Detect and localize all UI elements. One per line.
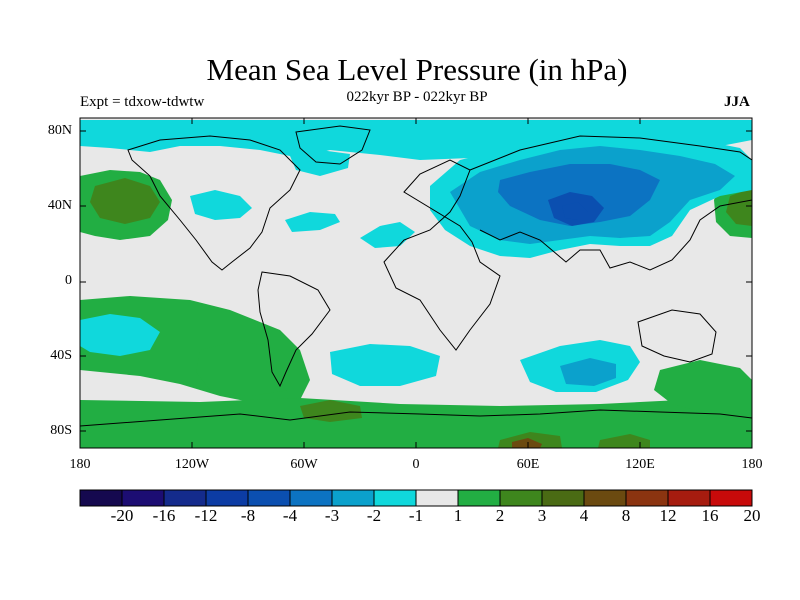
colorbar-swatch: [667, 489, 711, 507]
south-america-coast: [257, 271, 331, 388]
colorbar-swatch: [457, 489, 501, 507]
indian-ocean-negative-core: [560, 358, 616, 386]
colorbar-swatch: [499, 489, 543, 507]
north-atlantic-negative: [285, 212, 340, 232]
greenland-coast: [295, 125, 371, 165]
lon-label-120w: 120W: [174, 457, 210, 472]
east-pacific-core: [726, 188, 752, 226]
chart-title: Mean Sea Level Pressure (in hPa): [206, 52, 628, 87]
colorbar-swatch: [709, 489, 753, 507]
colorbar-label: 16: [701, 506, 719, 525]
colorbar-swatch: [205, 489, 249, 507]
colorbar-swatch: [79, 489, 123, 507]
colorbar-swatch: [163, 489, 207, 507]
colorbar-label: -20: [110, 506, 134, 525]
lat-label-40s: 40S: [50, 348, 72, 363]
lon-label-180e: 180: [741, 457, 763, 472]
colorbar-swatch: [583, 489, 627, 507]
lat-label-80n: 80N: [47, 123, 72, 138]
colorbar-label: 12: [659, 506, 677, 525]
chart-subtitle: 022kyr BP - 022kyr BP: [346, 89, 488, 105]
colorbar-label: -12: [194, 506, 218, 525]
colorbar-label: -8: [240, 506, 256, 525]
colorbar-swatch: [121, 489, 165, 507]
lat-label-80s: 80S: [50, 423, 72, 438]
pressure-field: [80, 118, 752, 448]
colorbar-label: 1: [453, 506, 463, 525]
south-pacific-negative: [80, 314, 160, 356]
lon-label-60e: 60E: [516, 457, 540, 472]
colorbar-label: 2: [495, 506, 505, 525]
colorbar-label: 20: [743, 506, 761, 525]
eurasia-negative-peak: [562, 202, 588, 220]
colorbar-swatch: [289, 489, 333, 507]
colorbar-swatch: [247, 489, 291, 507]
colorbar-swatch: [541, 489, 585, 507]
antarctica-coast: [80, 409, 752, 427]
colorbar-label: 4: [579, 506, 589, 525]
north-america-negative: [190, 190, 252, 220]
colorbar-swatch: [625, 489, 669, 507]
central-atlantic-negative: [360, 222, 415, 248]
colorbar-swatch: [415, 489, 459, 507]
colorbar-label: -2: [366, 506, 382, 525]
north-pacific-core: [90, 178, 160, 224]
lon-label-120e: 120E: [625, 457, 655, 472]
lat-label-0: 0: [65, 273, 72, 288]
axis-ticks: [80, 118, 752, 448]
colorbar-label: 3: [537, 506, 547, 525]
experiment-label: Expt = tdxow-tdwtw: [80, 94, 205, 110]
antarctic-core-3: [598, 434, 650, 448]
south-atlantic-negative: [330, 344, 440, 386]
arctic-negative-region: [80, 120, 752, 160]
colorbar-swatch: [373, 489, 417, 507]
colorbar-label: -4: [282, 506, 298, 525]
europe-africa-coast: [383, 159, 501, 351]
antarctic-core-4: [512, 438, 542, 448]
lon-label-0: 0: [412, 457, 420, 472]
coastlines: [80, 125, 752, 427]
south-america-positive: [196, 340, 300, 396]
greenland-negative: [290, 150, 350, 176]
lon-label-60w: 60W: [290, 457, 318, 472]
colorbar-label: -3: [324, 506, 340, 525]
asia-coast: [469, 135, 752, 271]
season-label: JJA: [724, 94, 750, 110]
lat-label-40n: 40N: [47, 198, 72, 213]
colorbar-swatch: [331, 489, 375, 507]
colorbar-label: -1: [408, 506, 424, 525]
colorbar: [79, 489, 753, 507]
north-america-coast: [127, 135, 301, 271]
australia-coast: [637, 309, 717, 363]
colorbar-label: -16: [152, 506, 176, 525]
south-indian-positive: [654, 360, 752, 414]
lon-label-180w: 180: [69, 457, 91, 472]
southern-ocean-positive: [80, 396, 752, 448]
colorbar-label: 8: [621, 506, 631, 525]
